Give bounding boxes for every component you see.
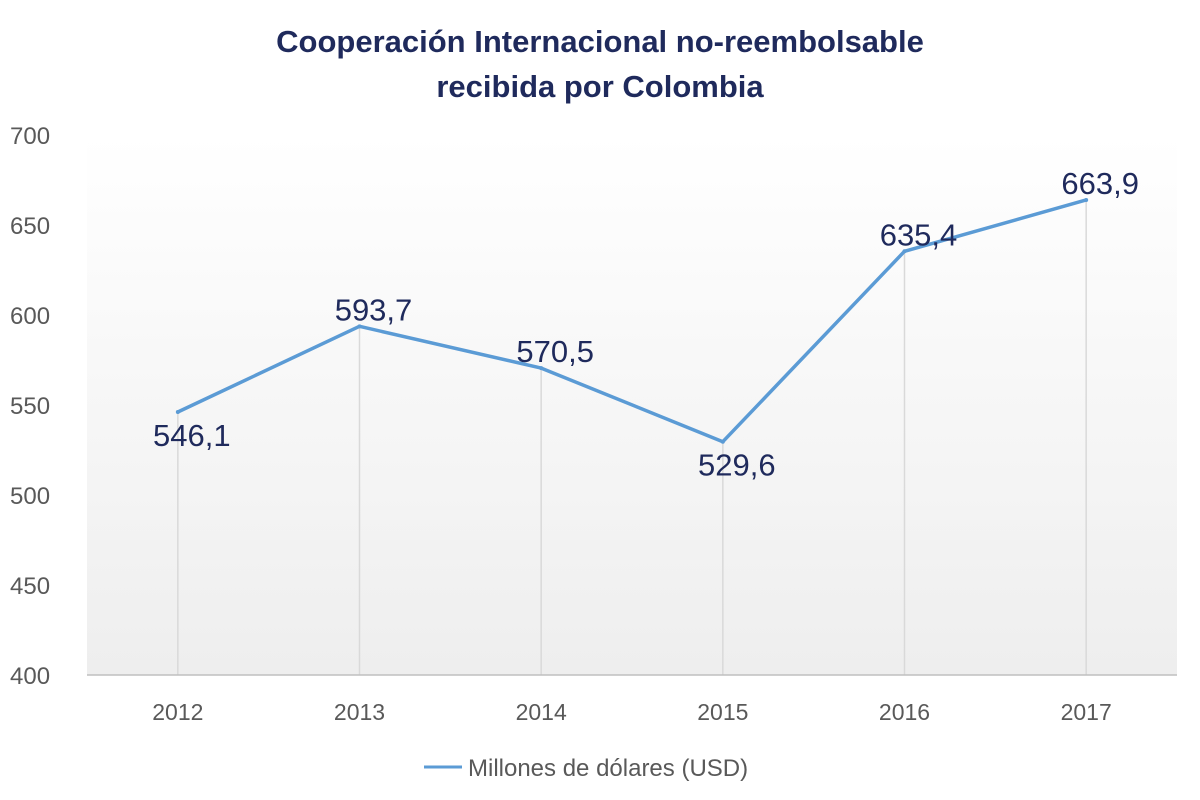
data-label: 663,9 — [1061, 166, 1139, 201]
chart-title-line-1: Cooperación Internacional no-reembolsabl… — [276, 24, 924, 59]
x-axis: 2012 2013 2014 2015 2016 2017 — [152, 699, 1112, 725]
data-point — [539, 366, 544, 371]
y-tick-label: 600 — [10, 303, 50, 330]
data-point — [357, 324, 362, 329]
data-point — [1084, 197, 1089, 202]
y-tick-label: 550 — [10, 393, 50, 420]
legend: Millones de dólares (USD) — [424, 755, 748, 782]
x-tick-label: 2016 — [879, 699, 930, 725]
chart-title-line-2: recibida por Colombia — [436, 69, 764, 104]
x-tick-label: 2013 — [334, 699, 385, 725]
data-label: 635,4 — [880, 217, 958, 252]
x-tick-label: 2014 — [516, 699, 567, 725]
x-tick-label: 2017 — [1061, 699, 1112, 725]
data-label: 570,5 — [516, 334, 594, 369]
data-point — [902, 249, 907, 254]
series-millones-de-dolares — [175, 197, 1089, 444]
gridlines — [177, 199, 1087, 675]
x-tick-label: 2015 — [697, 699, 748, 725]
legend-label: Millones de dólares (USD) — [468, 755, 748, 782]
data-point — [175, 410, 180, 415]
data-label: 546,1 — [153, 418, 231, 453]
y-tick-label: 450 — [10, 573, 50, 600]
y-tick-label: 650 — [10, 213, 50, 240]
x-tick-label: 2012 — [152, 699, 203, 725]
data-labels: 546,1 593,7 570,5 529,6 635,4 663,9 — [153, 166, 1139, 483]
data-label: 593,7 — [335, 292, 413, 327]
y-tick-label: 700 — [10, 123, 50, 150]
series-line — [176, 198, 1088, 444]
y-tick-label: 400 — [10, 663, 50, 690]
data-point — [720, 439, 725, 444]
y-axis: 400 450 500 550 600 650 700 — [10, 123, 50, 690]
data-label: 529,6 — [698, 448, 776, 483]
chart-title: Cooperación Internacional no-reembolsabl… — [276, 24, 924, 104]
y-tick-label: 500 — [10, 483, 50, 510]
